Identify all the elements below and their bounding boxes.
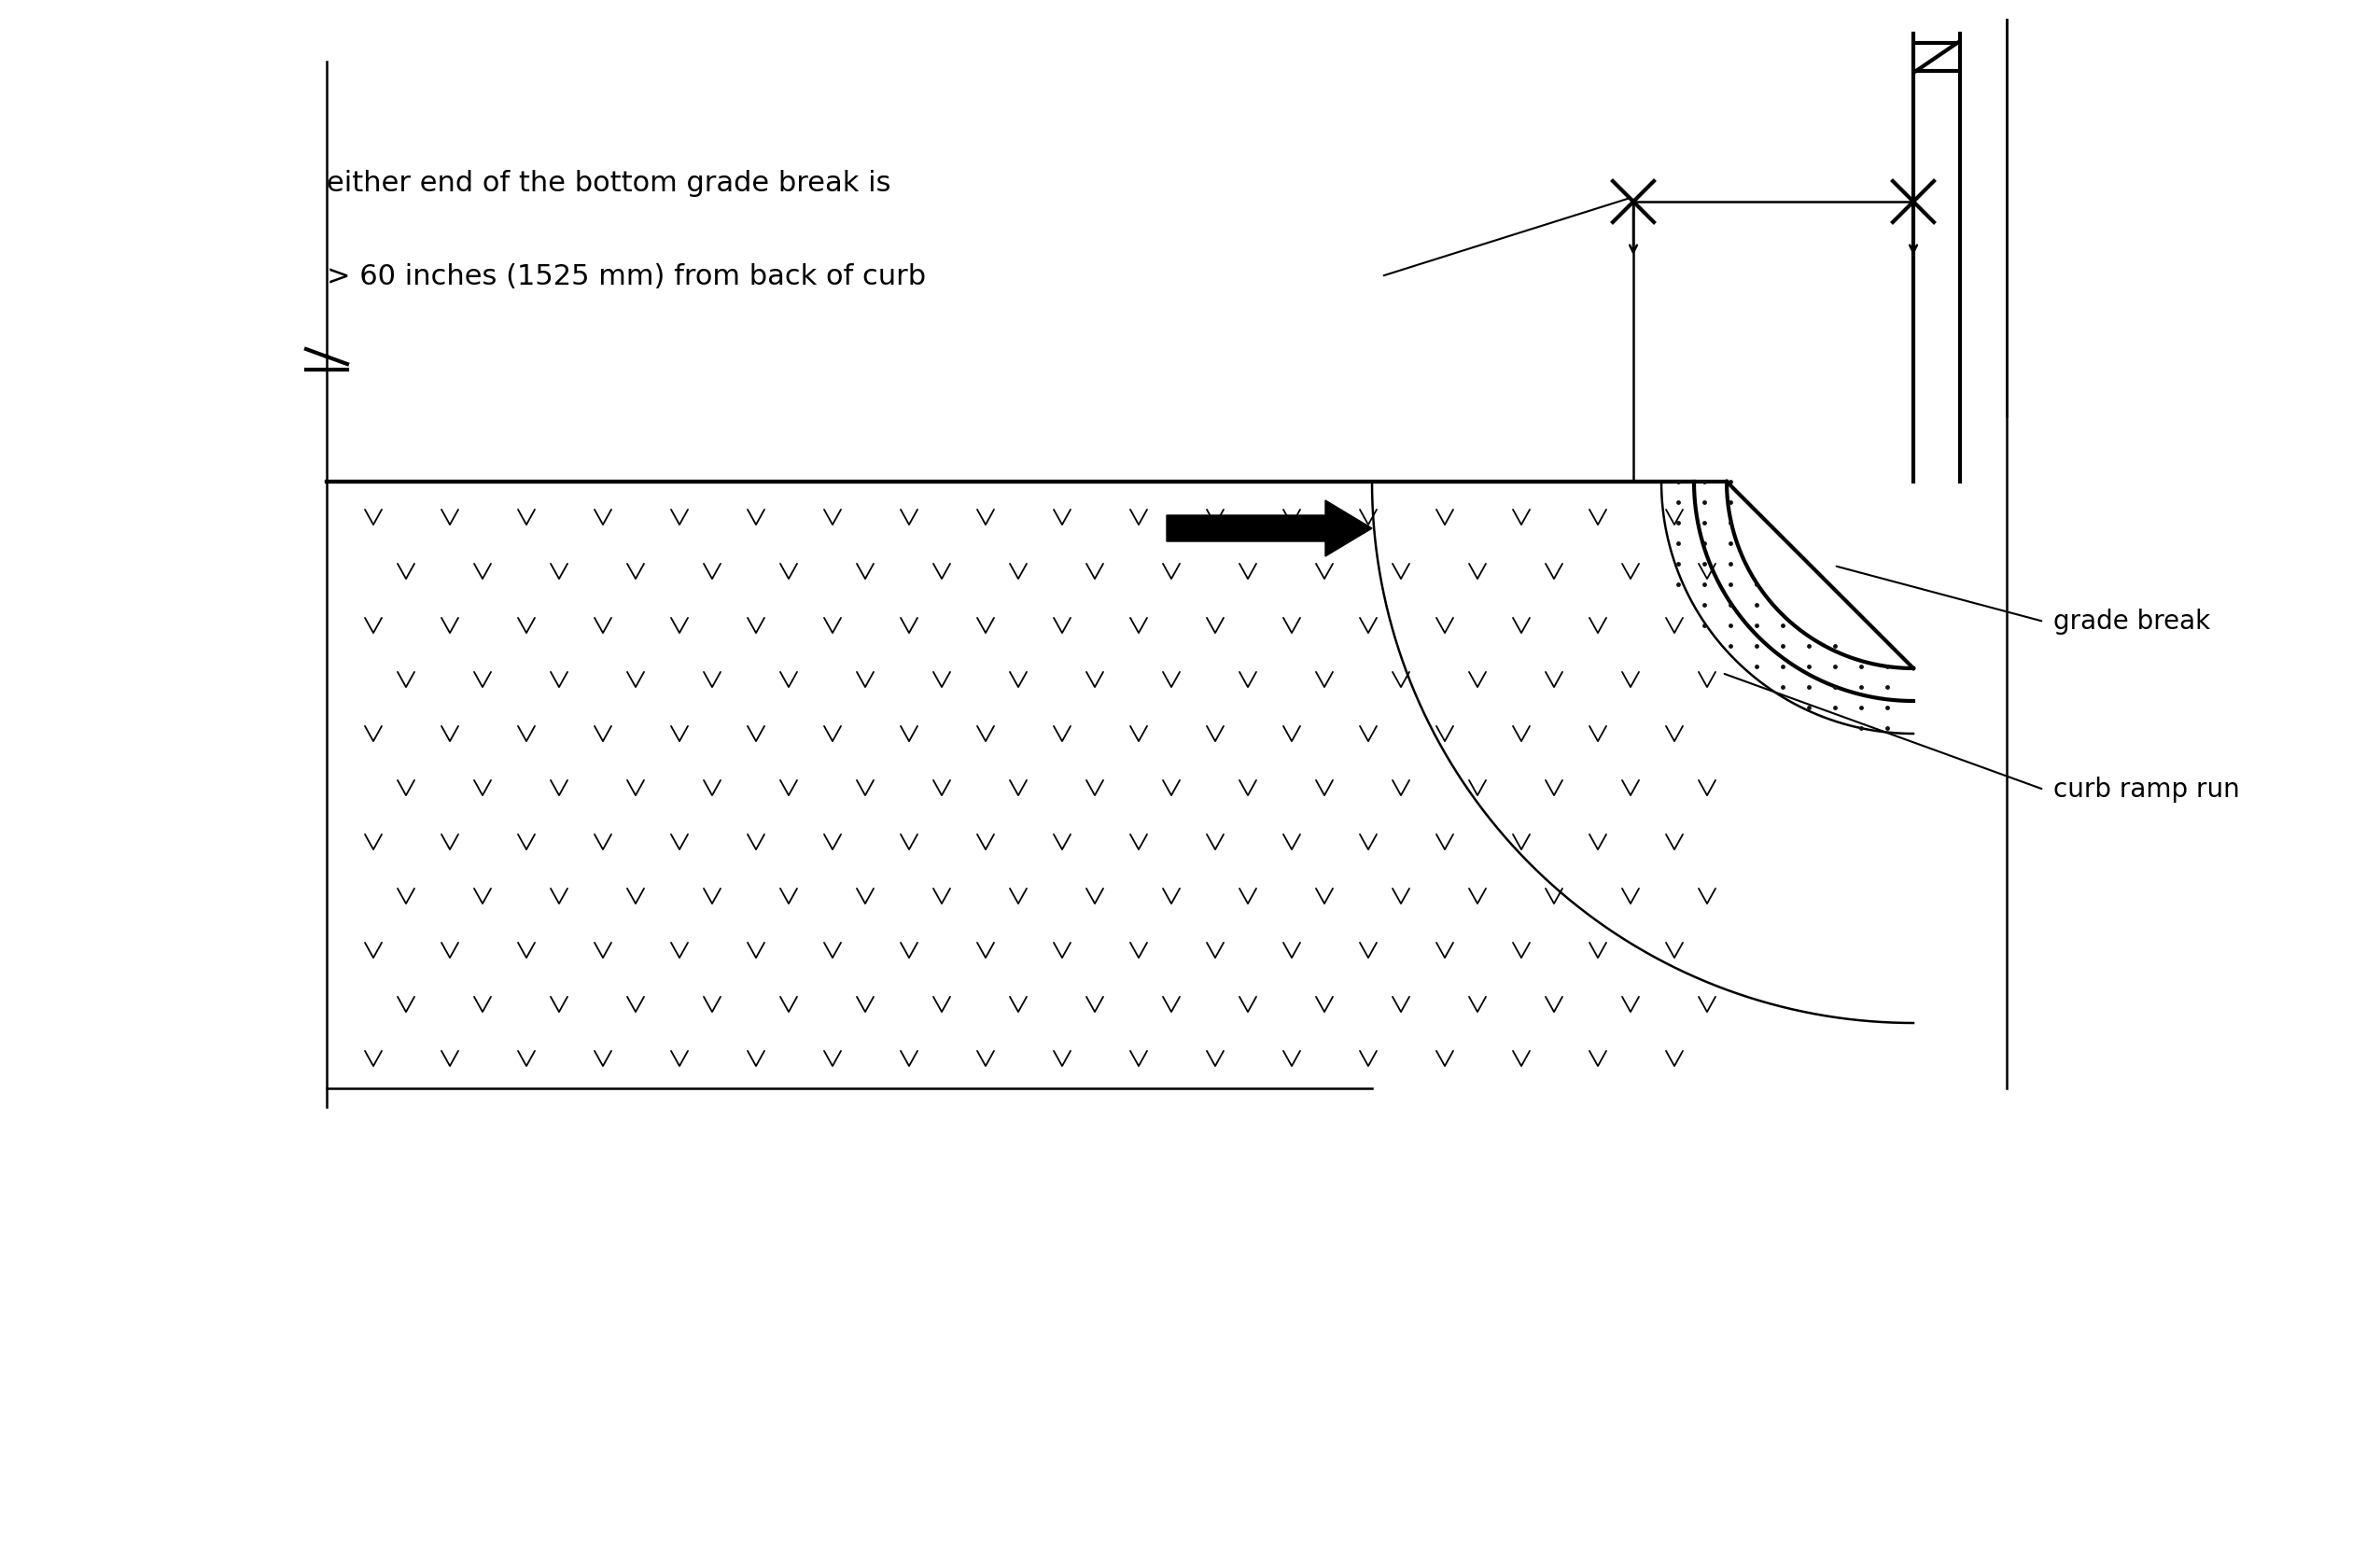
Text: > 60 inches (1525 mm) from back of curb: > 60 inches (1525 mm) from back of curb bbox=[326, 263, 926, 291]
Text: grade break: grade break bbox=[2054, 608, 2211, 634]
Text: either end of the bottom grade break is: either end of the bottom grade break is bbox=[326, 169, 890, 197]
Text: curb ramp run: curb ramp run bbox=[2054, 776, 2240, 802]
FancyArrow shape bbox=[1166, 501, 1371, 557]
